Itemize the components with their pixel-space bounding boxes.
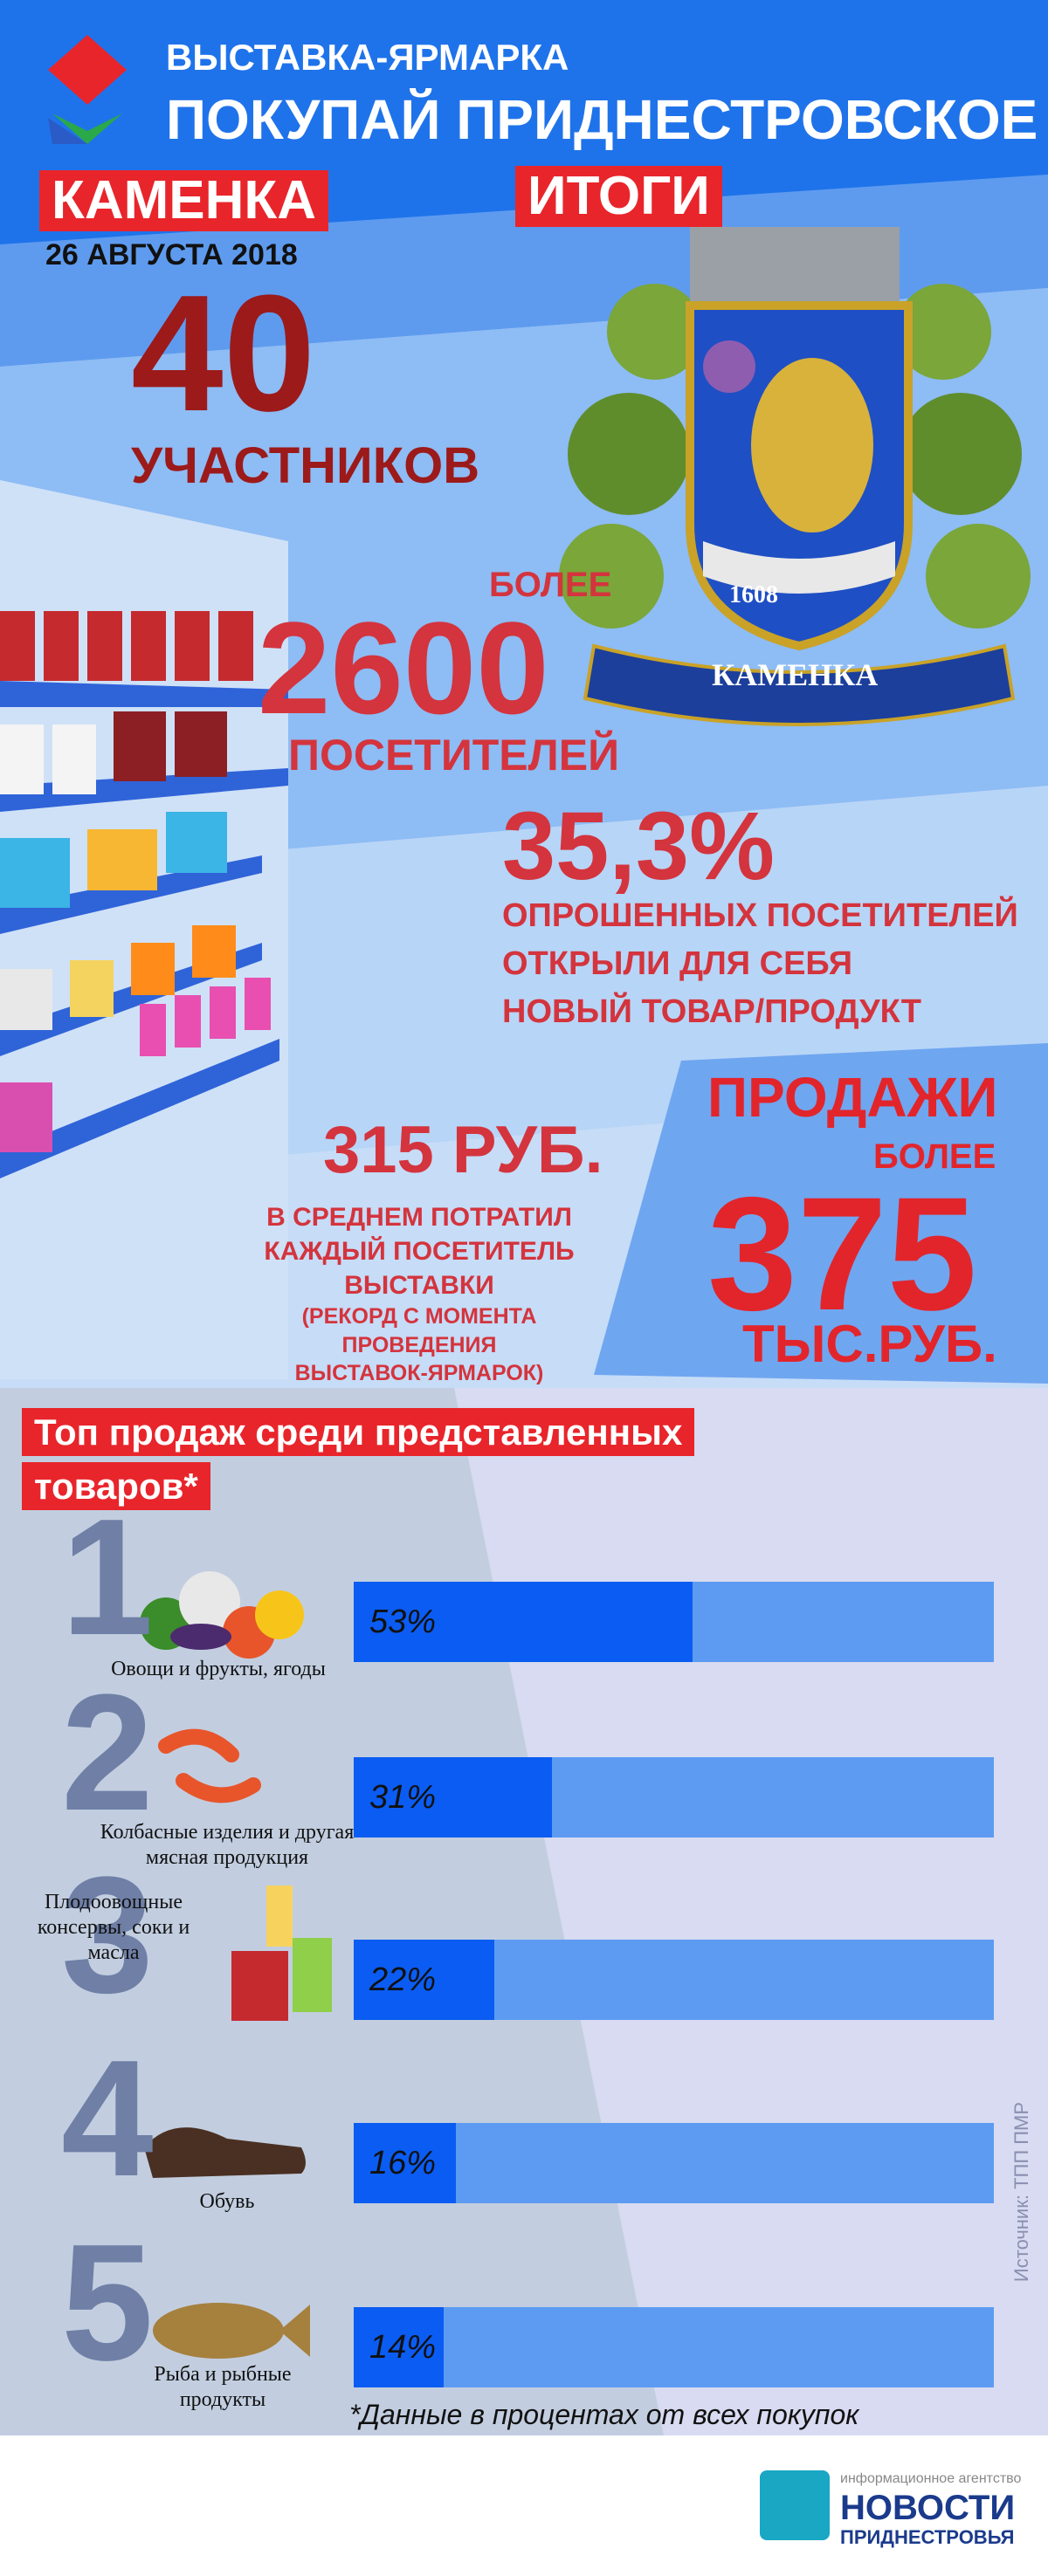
visitors-prefix: БОЛЕЕ bbox=[489, 566, 612, 604]
location: КАМЕНКА bbox=[39, 170, 329, 231]
bar bbox=[354, 1757, 553, 1838]
new-product-line: ОТКРЫЛИ ДЛЯ СЕБЯ bbox=[502, 945, 853, 982]
participants-label: УЧАСТНИКОВ bbox=[131, 437, 480, 494]
value-label: 14% bbox=[369, 2329, 437, 2366]
new-product-line: НОВЫЙ ТОВАР/ПРОДУКТ bbox=[502, 993, 921, 1030]
spend-line: КАЖДЫЙ ПОСЕТИТЕЛЬ bbox=[264, 1237, 575, 1266]
spend-text: В СРЕДНЕМ ПОТРАТИЛ КАЖДЫЙ ПОСЕТИТЕЛЬ ВЫС… bbox=[245, 1200, 594, 1388]
spend-note: (РЕКОРД С МОМЕНТА ПРОВЕДЕНИЯ bbox=[301, 1304, 537, 1357]
value-label: 31% bbox=[369, 1779, 437, 1816]
bar bbox=[354, 1582, 693, 1662]
bar bbox=[354, 2123, 457, 2203]
arms-name: КАМЕНКА bbox=[712, 657, 879, 692]
rank-number: 4 bbox=[61, 2026, 154, 2211]
sales-value: 375 bbox=[707, 1164, 977, 1344]
footer-region: ПРИДНЕСТРОВЬЯ bbox=[840, 2526, 1015, 2548]
bar-track bbox=[354, 2307, 994, 2387]
visitors-label: ПОСЕТИТЕЛЕЙ bbox=[288, 731, 620, 780]
footer-agency: информационное агентство bbox=[840, 2471, 1022, 2486]
category-label: Рыба и рыбные продукты bbox=[154, 2363, 292, 2411]
rank-number: 5 bbox=[61, 2210, 154, 2395]
date: 26 АВГУСТА 2018 bbox=[45, 238, 298, 271]
title: ПОКУПАЙ ПРИДНЕСТРОВСКОЕ bbox=[166, 88, 1038, 151]
bar bbox=[354, 2307, 444, 2387]
results: ИТОГИ bbox=[515, 166, 722, 227]
value-label: 16% bbox=[369, 2145, 437, 2181]
spend-line: В СРЕДНЕМ ПОТРАТИЛ bbox=[266, 1203, 572, 1232]
rank-number: 2 bbox=[61, 1660, 154, 1845]
source: Источник: ТПП ПМР bbox=[1010, 2101, 1032, 2283]
rank-number: 1 bbox=[61, 1485, 154, 1670]
footer-name: НОВОСТИ bbox=[840, 2489, 1016, 2527]
sales-unit: ТЫС.РУБ. bbox=[742, 1315, 997, 1373]
footnote: *Данные в процентах от всех покупок bbox=[349, 2399, 859, 2430]
category-label: Плодоовощные консервы, соки и масла bbox=[37, 1891, 190, 1964]
chart-title-wrap: Топ продаж среди представленных товаров* bbox=[22, 1405, 738, 1514]
pretitle: ВЫСТАВКА-ЯРМАРКА bbox=[166, 37, 569, 78]
category-label: Колбасные изделия и другая мясная продук… bbox=[100, 1821, 355, 1869]
bar-track bbox=[354, 2123, 994, 2203]
spend-line: ВЫСТАВКИ bbox=[344, 1271, 494, 1300]
sales-title: ПРОДАЖИ bbox=[707, 1066, 998, 1129]
participants-value: 40 bbox=[131, 261, 316, 446]
spend-value: 315 РУБ. bbox=[323, 1113, 603, 1187]
value-label: 53% bbox=[369, 1604, 437, 1640]
sales-prefix: БОЛЕЕ bbox=[873, 1137, 996, 1176]
category-label: Обувь bbox=[199, 2190, 255, 2213]
value-label: 22% bbox=[369, 1961, 437, 1998]
spend-note: ВЫСТАВОК-ЯРМАРОК) bbox=[294, 1361, 544, 1385]
category-label: Овощи и фрукты, ягоды bbox=[111, 1658, 326, 1680]
visitors-value: 2600 bbox=[258, 594, 549, 741]
new-product-value: 35,3% bbox=[502, 793, 775, 900]
arms-year: 1608 bbox=[729, 581, 778, 608]
bar bbox=[354, 1940, 495, 2020]
new-product-line: ОПРОШЕННЫХ ПОСЕТИТЕЛЕЙ bbox=[502, 897, 1018, 934]
rank-number: 3 bbox=[61, 1843, 154, 2028]
